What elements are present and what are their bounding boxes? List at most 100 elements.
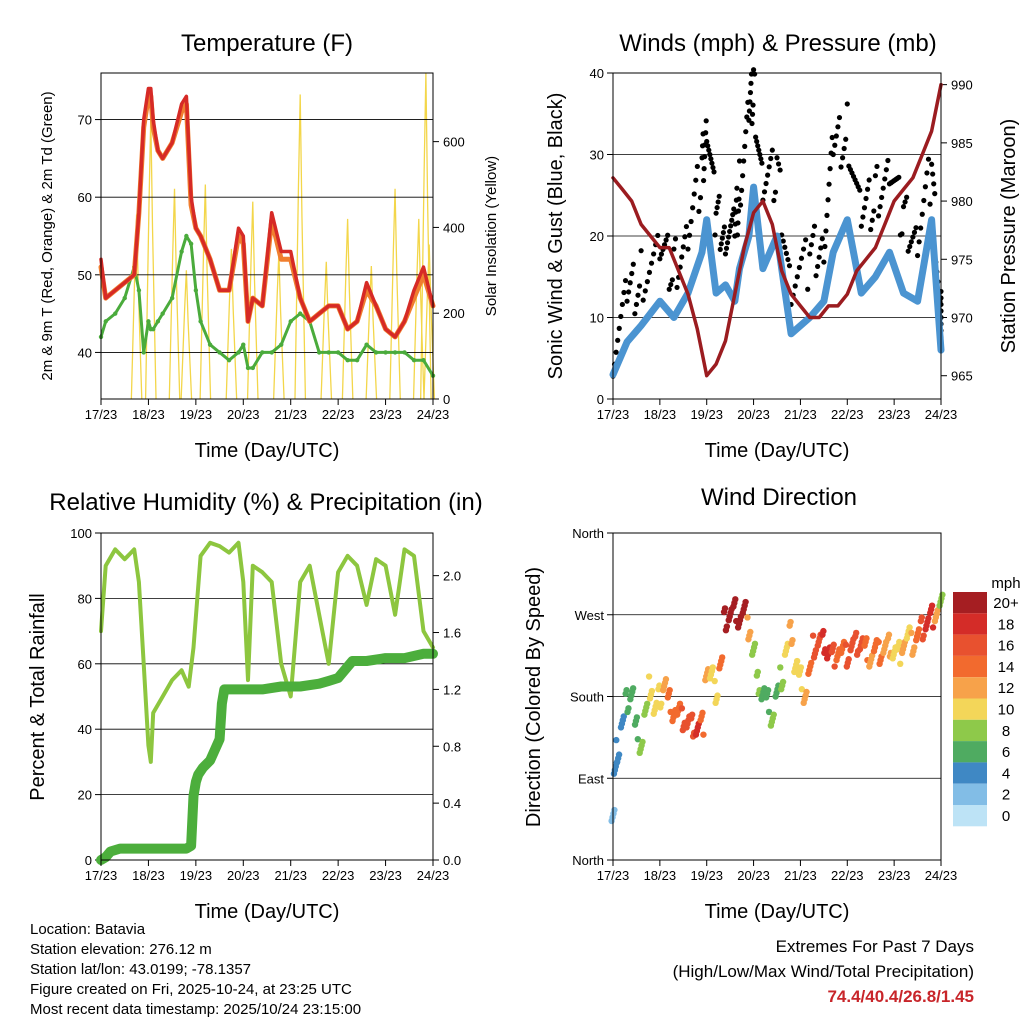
colorbar-label: 14: [998, 659, 1015, 676]
gust-point: [833, 133, 839, 139]
insolation-spike: [168, 188, 181, 400]
temperature-ytick-label: 60: [78, 190, 92, 205]
humidity-ytick-right-label: 0.4: [443, 796, 461, 811]
gust-point: [821, 259, 827, 265]
insolation-spike: [365, 265, 378, 400]
gust-point: [822, 243, 828, 250]
direction-point: [831, 663, 838, 670]
gust-point: [836, 114, 843, 121]
gust-point: [679, 254, 685, 260]
gust-point: [816, 254, 822, 260]
latlon-text: Station lat/lon: 43.0199; -78.1357: [30, 961, 252, 978]
gust-point: [756, 147, 762, 153]
colorbar-swatch: [953, 592, 987, 614]
gust-point: [807, 251, 813, 257]
gust-point: [644, 279, 650, 285]
direction-point: [845, 656, 852, 663]
gust-point: [823, 228, 829, 234]
direction-point: [666, 686, 673, 694]
gust-point: [905, 248, 911, 254]
direction-point: [751, 640, 759, 648]
gust-point: [916, 239, 922, 245]
winds-ytick-right-label: 975: [951, 252, 973, 267]
direction-point: [809, 632, 817, 639]
gust-point: [693, 177, 699, 183]
gust-point: [844, 101, 850, 107]
created-text: Figure created on Fri, 2025-10-24, at 23…: [30, 981, 352, 998]
humidity-xtick-label: 24/23: [417, 868, 450, 883]
direction-point: [789, 636, 796, 644]
gust-point: [658, 251, 665, 257]
direction-point: [658, 700, 665, 707]
gust-point: [629, 270, 635, 277]
gust-point: [702, 154, 708, 160]
gust-point: [690, 205, 696, 211]
temperature-xtick-label: 21/23: [274, 407, 307, 422]
pressure-line: [611, 82, 943, 378]
insolation-spike: [199, 184, 212, 400]
dewpoint-point: [326, 350, 331, 355]
insolation-spike: [389, 188, 401, 400]
dewpoint-point: [188, 241, 194, 246]
gust-point: [874, 163, 880, 170]
wind-direction-xlabel: Time (Day/UTC): [705, 901, 850, 923]
colorbar-label: 6: [1002, 744, 1010, 761]
gust-point: [717, 246, 723, 253]
gust-point: [736, 196, 742, 202]
dewpoint-point: [288, 319, 293, 324]
gust-point: [703, 130, 709, 136]
humidity-ytick-label: 60: [78, 657, 92, 672]
extremes-values: 74.4/40.4/26.8/1.45: [827, 987, 974, 1006]
winds-xtick-label: 24/23: [925, 407, 958, 422]
gust-point: [657, 256, 663, 262]
gust-point: [674, 284, 680, 291]
humidity-ytick-label: 20: [78, 788, 92, 803]
gust-point: [924, 170, 930, 176]
gust-point: [715, 199, 721, 205]
dewpoint-point: [421, 357, 426, 363]
humidity-title: Relative Humidity (%) & Precipitation (i…: [49, 489, 482, 516]
gust-point: [750, 67, 757, 73]
gust-point: [709, 160, 715, 166]
temperature-ylabel-right: Solar Insolation (Yellow): [483, 156, 500, 316]
wind-direction-ytick-label: North: [572, 526, 604, 541]
dewpoint-point: [179, 249, 184, 254]
winds-ytick-right-label: 990: [951, 78, 973, 93]
direction-point: [770, 711, 777, 718]
gust-point: [713, 210, 719, 216]
humidity-ytick-label: 40: [78, 722, 92, 737]
gust-point: [792, 283, 798, 289]
dewpoint-point: [146, 319, 151, 324]
direction-point: [852, 629, 860, 637]
gust-point: [719, 235, 725, 241]
gust-point: [630, 261, 636, 267]
gust-point: [914, 252, 921, 259]
gust-point: [729, 217, 735, 223]
direction-point: [623, 686, 630, 694]
temperature-ytick-label: 40: [78, 345, 92, 360]
gust-point: [805, 286, 811, 292]
colorbar-label: 4: [1002, 765, 1010, 782]
temperature-xtick-label: 18/23: [132, 407, 165, 422]
direction-point: [742, 598, 749, 606]
gust-point: [877, 204, 883, 210]
temperature-ytick-right-label: 200: [443, 306, 465, 321]
humidity-ytick-right-label: 0.0: [443, 853, 461, 868]
direction-point: [744, 614, 751, 621]
direction-point: [765, 708, 773, 716]
gust-point: [913, 225, 919, 231]
insolation-spike: [320, 261, 333, 400]
gust-point: [743, 129, 749, 135]
dewpoint-point: [226, 357, 232, 363]
gust-point: [782, 244, 788, 250]
wind-direction-title: Wind Direction: [701, 484, 857, 511]
dewpoint-point: [383, 350, 388, 355]
extremes-box: Extremes For Past 7 Days (High/Low/Max W…: [673, 934, 974, 1009]
gust-point: [642, 288, 648, 294]
gust-point: [772, 189, 779, 195]
wind-direction-xtick-label: 20/23: [737, 868, 770, 883]
colorbar-label: 8: [1002, 723, 1010, 740]
gust-point: [932, 191, 938, 197]
gust-point: [871, 208, 877, 214]
